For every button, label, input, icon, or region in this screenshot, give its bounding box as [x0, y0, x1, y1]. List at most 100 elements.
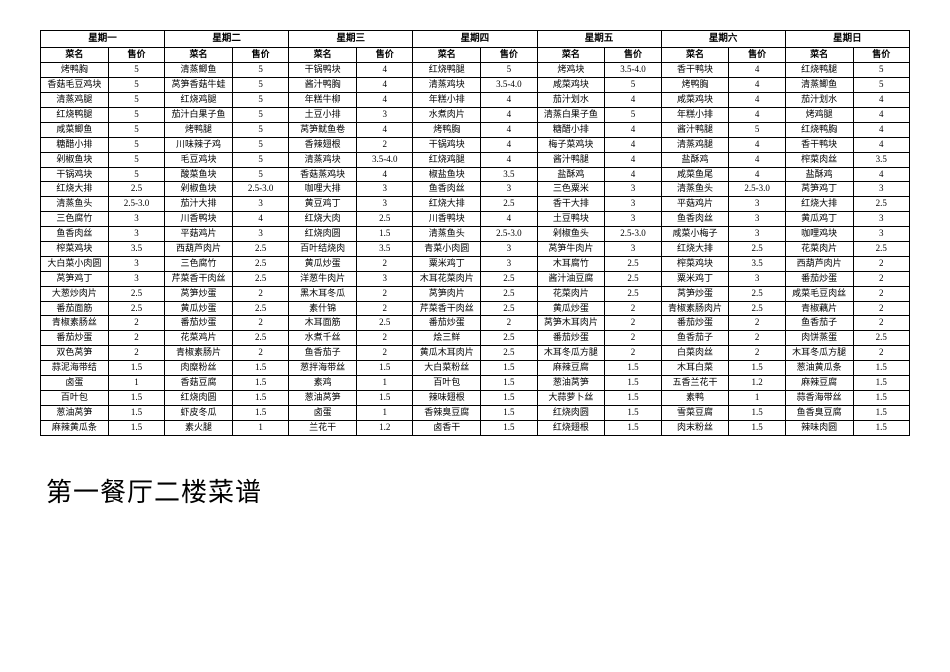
price-cell: 1.5: [108, 390, 164, 405]
price-cell: 3: [729, 212, 785, 227]
price-cell: 2: [232, 286, 288, 301]
dish-name-cell: 土豆鸭块: [537, 212, 605, 227]
price-cell: 2.5: [481, 271, 537, 286]
dish-name-cell: 大白菜粉丝: [413, 361, 481, 376]
dish-name-cell: 芹菜香干肉丝: [413, 301, 481, 316]
dish-name-cell: 清蒸鱼头: [413, 227, 481, 242]
dish-name-cell: 粟米鸡丁: [661, 271, 729, 286]
price-cell: 4: [853, 122, 909, 137]
price-cell: 1.5: [729, 361, 785, 376]
price-cell: 4: [357, 167, 413, 182]
table-row: 番茄面筋2.5黄瓜炒蛋2.5素什锦2芹菜香干肉丝2.5黄瓜炒蛋2青椒素肠肉片2.…: [41, 301, 910, 316]
dish-name-cell: 红烧鸭腿: [785, 63, 853, 78]
price-cell: 2.5: [108, 286, 164, 301]
price-cell: 1.5: [481, 376, 537, 391]
col-header-price: 售价: [729, 48, 785, 63]
price-cell: 2.5-3.0: [481, 227, 537, 242]
price-cell: 3: [853, 182, 909, 197]
price-cell: 2.5: [853, 197, 909, 212]
dish-name-cell: 香辣臭豆腐: [413, 405, 481, 420]
dish-name-cell: 剁椒鱼块: [41, 152, 109, 167]
price-cell: 2.5: [481, 301, 537, 316]
dish-name-cell: 清蒸鱼头: [661, 182, 729, 197]
price-cell: 4: [605, 122, 661, 137]
dish-name-cell: 茄汁划水: [785, 93, 853, 108]
dish-name-cell: 清蒸白果子鱼: [537, 108, 605, 123]
dish-name-cell: 百叶结烧肉: [289, 242, 357, 257]
price-cell: 2.5: [853, 242, 909, 257]
dish-name-cell: 红烧大排: [41, 182, 109, 197]
dish-name-cell: 咸菜鸡块: [537, 78, 605, 93]
dish-name-cell: 酱汁油豆腐: [537, 271, 605, 286]
dish-name-cell: 红烧鸭腿: [413, 63, 481, 78]
col-header-name: 菜名: [785, 48, 853, 63]
table-row: 麻辣黄瓜条1.5素火腿1兰花干1.2卤香干1.5红烧翅根1.5肉末粉丝1.5辣味…: [41, 420, 910, 435]
dish-name-cell: 平菇鸡片: [165, 227, 233, 242]
dish-name-cell: 蒜香海带丝: [785, 390, 853, 405]
dish-name-cell: 芹菜香干肉丝: [165, 271, 233, 286]
col-header-price: 售价: [481, 48, 537, 63]
dish-name-cell: 黄瓜鸡丁: [785, 212, 853, 227]
price-cell: 5: [232, 137, 288, 152]
day-header-5: 星期六: [661, 31, 785, 48]
dish-name-cell: 木耳花菜肉片: [413, 271, 481, 286]
price-cell: 2: [729, 316, 785, 331]
price-cell: 4: [232, 212, 288, 227]
table-row: 糖醋小排5川味辣子鸡5香辣翅根2干锅鸡块4梅子菜鸡块4清蒸鸡腿4香干鸭块4: [41, 137, 910, 152]
table-row: 剁椒鱼块5毛豆鸡块5清蒸鸡块3.5-4.0红烧鸡腿4酱汁鸭腿4盐酥鸡4榨菜肉丝3…: [41, 152, 910, 167]
price-cell: 1.2: [729, 376, 785, 391]
price-cell: 4: [729, 152, 785, 167]
price-cell: 4: [357, 63, 413, 78]
dish-name-cell: 香辣翅根: [289, 137, 357, 152]
price-cell: 2.5: [108, 182, 164, 197]
dish-name-cell: 莴笋木耳肉片: [537, 316, 605, 331]
dish-name-cell: 盐酥鸡: [661, 152, 729, 167]
col-header-price: 售价: [232, 48, 288, 63]
price-cell: 5: [605, 78, 661, 93]
dish-name-cell: 黄瓜木耳肉片: [413, 346, 481, 361]
price-cell: 3: [729, 197, 785, 212]
price-cell: 3: [605, 197, 661, 212]
col-header-name: 菜名: [165, 48, 233, 63]
price-cell: 3.5: [481, 167, 537, 182]
price-cell: 3: [853, 227, 909, 242]
dish-name-cell: 番茄面筋: [41, 301, 109, 316]
dish-name-cell: 粟米鸡丁: [413, 256, 481, 271]
dish-name-cell: 黄瓜炒蛋: [165, 301, 233, 316]
day-header-2: 星期三: [289, 31, 413, 48]
dish-name-cell: 盐酥鸡: [785, 167, 853, 182]
dish-name-cell: 葱油莴笋: [289, 390, 357, 405]
dish-name-cell: 毛豆鸡块: [165, 152, 233, 167]
dish-name-cell: 茄汁划水: [537, 93, 605, 108]
dish-name-cell: 红烧鸭胸: [785, 122, 853, 137]
price-cell: 4: [605, 137, 661, 152]
dish-name-cell: 青菜小肉圆: [413, 242, 481, 257]
price-cell: 2: [729, 346, 785, 361]
table-row: 鱼香肉丝3平菇鸡片3红烧肉圆1.5清蒸鱼头2.5-3.0剁椒鱼头2.5-3.0咸…: [41, 227, 910, 242]
price-cell: 2.5: [481, 197, 537, 212]
price-cell: 2: [605, 346, 661, 361]
price-cell: 5: [108, 93, 164, 108]
dish-name-cell: 红烧肉圆: [165, 390, 233, 405]
day-header-4: 星期五: [537, 31, 661, 48]
dish-name-cell: 干锅鸡块: [413, 137, 481, 152]
dish-name-cell: 素鸡: [289, 376, 357, 391]
dish-name-cell: 剁椒鱼头: [537, 227, 605, 242]
dish-name-cell: 木耳白菜: [661, 361, 729, 376]
price-cell: 2.5-3.0: [232, 182, 288, 197]
dish-name-cell: 青椒素肠片: [165, 346, 233, 361]
menu-table: 星期一星期二星期三星期四星期五星期六星期日 菜名售价菜名售价菜名售价菜名售价菜名…: [40, 30, 910, 436]
dish-name-cell: 番茄炒蛋: [165, 316, 233, 331]
price-cell: 2: [232, 346, 288, 361]
price-cell: 1.5: [853, 376, 909, 391]
price-cell: 1: [108, 376, 164, 391]
dish-name-cell: 木耳冬瓜方腿: [785, 346, 853, 361]
dish-name-cell: 鱼香茄子: [289, 346, 357, 361]
price-cell: 1.2: [357, 420, 413, 435]
dish-name-cell: 榨菜鸡块: [41, 242, 109, 257]
dish-name-cell: 葱拌海带丝: [289, 361, 357, 376]
table-row: 红烧大排2.5剁椒鱼块2.5-3.0咖哩大排3鱼香肉丝3三色粟米3清蒸鱼头2.5…: [41, 182, 910, 197]
price-cell: 3: [108, 256, 164, 271]
price-cell: 5: [108, 63, 164, 78]
price-cell: 5: [481, 63, 537, 78]
